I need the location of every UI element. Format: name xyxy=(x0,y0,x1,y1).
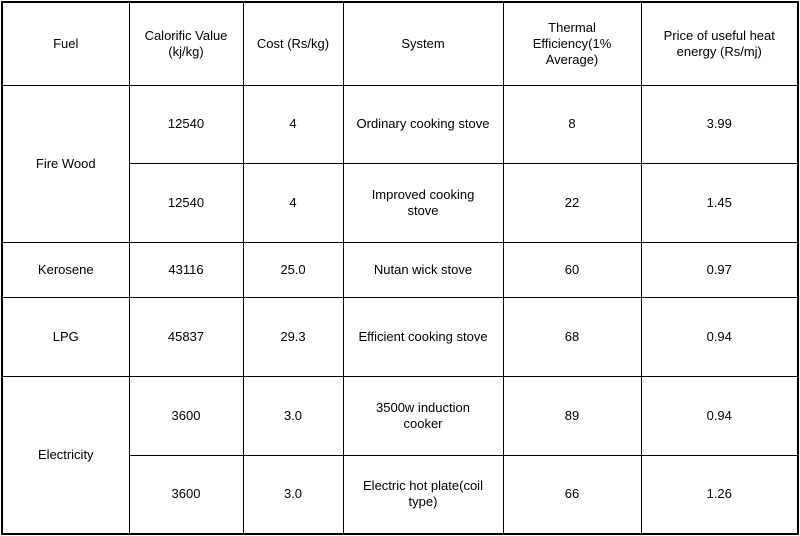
system-cell: Electric hot plate(coil type) xyxy=(342,454,504,533)
efficiency-cell: 22 xyxy=(502,162,642,243)
fuel-comparison-table: Fuel Calorific Value (kj/kg) Cost (Rs/kg… xyxy=(3,3,797,533)
table-row: Kerosene 43116 25.0 Nutan wick stove 60 … xyxy=(3,241,797,298)
cost-cell: 4 xyxy=(242,84,344,164)
header-fuel: Fuel xyxy=(3,3,130,86)
header-system: System xyxy=(342,3,504,86)
calorific-cell: 3600 xyxy=(128,375,244,456)
price-cell: 0.94 xyxy=(640,296,797,377)
system-cell: Nutan wick stove xyxy=(342,241,504,298)
calorific-cell: 45837 xyxy=(128,296,244,377)
fuel-cell: Fire Wood xyxy=(3,84,130,242)
cost-cell: 4 xyxy=(242,162,344,243)
system-cell: 3500w induction cooker xyxy=(342,375,504,456)
cost-cell: 3.0 xyxy=(242,454,344,533)
calorific-cell: 3600 xyxy=(129,454,244,533)
header-calorific-value: Calorific Value (kj/kg) xyxy=(128,3,244,86)
fuel-cell: Kerosene xyxy=(3,241,130,298)
price-cell: 0.94 xyxy=(640,375,797,456)
header-price-useful-heat: Price of useful heat energy (Rs/mj) xyxy=(640,3,797,86)
price-cell: 3.99 xyxy=(640,84,797,164)
table-row: 3600 3.0 Electric hot plate(coil type) 6… xyxy=(3,454,797,533)
cost-cell: 3.0 xyxy=(242,375,344,456)
cost-cell: 29.3 xyxy=(242,296,344,377)
fuel-cell: Electricity xyxy=(3,375,130,533)
cost-cell: 25.0 xyxy=(242,241,344,298)
calorific-cell: 12540 xyxy=(128,84,244,164)
system-cell: Efficient cooking stove xyxy=(342,296,504,377)
price-cell: 0.97 xyxy=(640,241,797,298)
efficiency-cell: 66 xyxy=(502,454,642,533)
header-cost: Cost (Rs/kg) xyxy=(242,3,344,86)
table-row: LPG 45837 29.3 Efficient cooking stove 6… xyxy=(3,296,797,377)
efficiency-cell: 8 xyxy=(502,84,642,164)
table-row: Electricity 3600 3.0 3500w induction coo… xyxy=(3,375,797,533)
price-cell: 1.45 xyxy=(640,162,797,243)
calorific-cell: 43116 xyxy=(128,241,244,298)
efficiency-cell: 60 xyxy=(502,241,642,298)
system-cell: Improved cooking stove xyxy=(342,162,504,243)
system-cell: Ordinary cooking stove xyxy=(342,84,504,164)
header-row: Fuel Calorific Value (kj/kg) Cost (Rs/kg… xyxy=(3,3,797,86)
efficiency-cell: 68 xyxy=(502,296,642,377)
efficiency-cell: 89 xyxy=(502,375,642,456)
table-row: Fire Wood 12540 4 Ordinary cooking stove… xyxy=(3,84,797,242)
header-thermal-efficiency: Thermal Efficiency(1% Average) xyxy=(502,3,642,86)
calorific-cell: 12540 xyxy=(129,162,244,243)
price-cell: 1.26 xyxy=(640,454,797,533)
fuel-cell: LPG xyxy=(3,296,130,377)
